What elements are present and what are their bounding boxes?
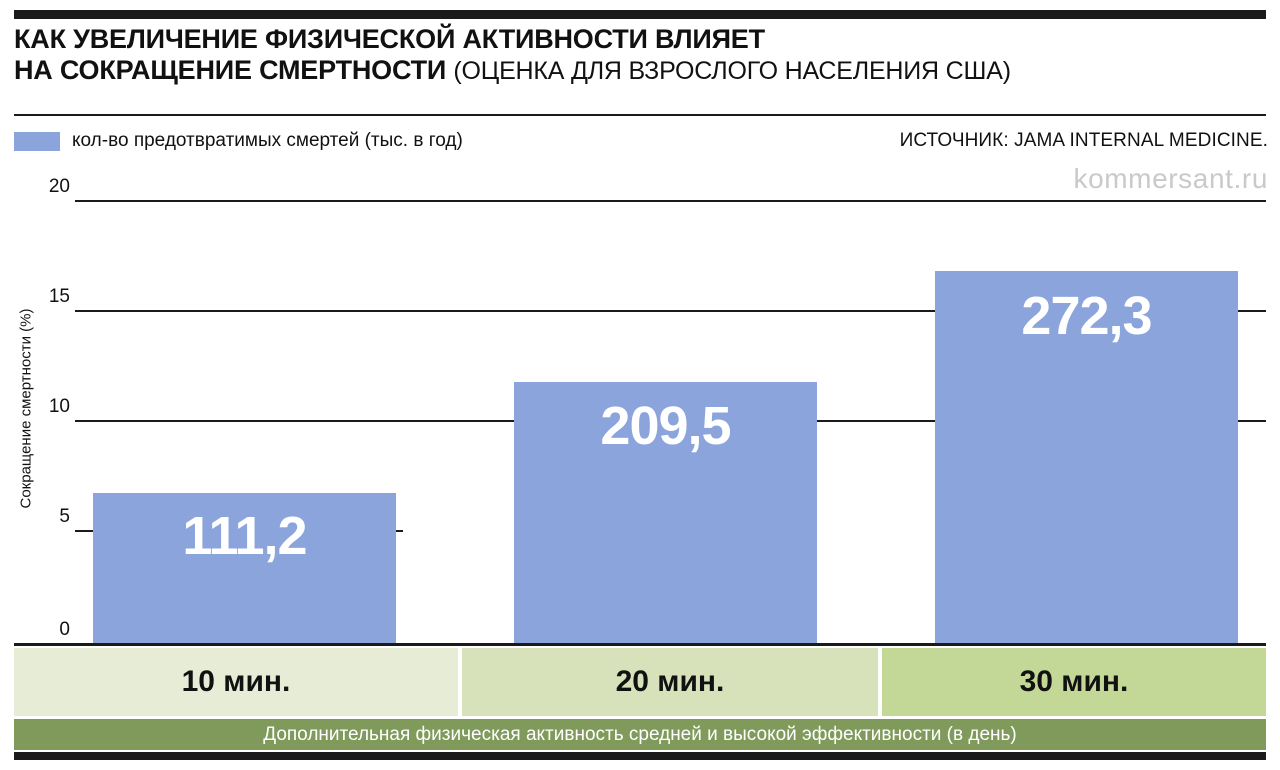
source-credit: ИСТОЧНИК: JAMA INTERNAL MEDICINE. [899, 130, 1268, 151]
bar-value-10-min: 111,2 [182, 506, 307, 566]
gridline-10 [75, 420, 1266, 422]
category-band-30-min[interactable]: 30 мин. [882, 648, 1266, 716]
top-divider-rule [14, 10, 1266, 19]
category-label-10-min: 10 мин. [181, 665, 291, 698]
bar-value-30-min: 272,3 [1021, 286, 1152, 346]
header-divider-rule [14, 114, 1266, 116]
title-line-2-subtitle: (ОЦЕНКА ДЛЯ ВЗРОСЛОГО НАСЕЛЕНИЯ США) [453, 57, 1011, 85]
y-tick-label-10: 10 [48, 396, 70, 417]
y-tick-label-0: 0 [59, 619, 70, 640]
legend-swatch-icon [14, 131, 60, 151]
bottom-divider-rule [14, 752, 1266, 760]
x-axis-baseline [14, 643, 1266, 646]
category-label-30-min: 30 мин. [1019, 665, 1129, 698]
x-axis-title-band: Дополнительная физическая активность сре… [14, 719, 1266, 750]
category-band-10-min[interactable]: 10 мин. [14, 648, 458, 716]
gridline-15 [75, 310, 1266, 312]
y-axis-title: Сокращение смертности (%) [17, 308, 35, 509]
chart-legend: кол-во предотвратимых смертей (тыс. в го… [14, 130, 463, 152]
title-line-2-strong: НА СОКРАЩЕНИЕ СМЕРТНОСТИ [14, 55, 447, 85]
gridline-20 [75, 200, 1266, 202]
bar-30-min[interactable] [935, 271, 1238, 643]
y-tick-label-20: 20 [48, 176, 70, 197]
gridline-5 [75, 530, 403, 532]
title-line-1: КАК УВЕЛИЧЕНИЕ ФИЗИЧЕСКОЙ АКТИВНОСТИ ВЛИ… [14, 24, 765, 54]
y-tick-label-15: 15 [48, 286, 70, 307]
bar-10-min[interactable] [93, 493, 396, 643]
x-axis-title: Дополнительная физическая активность сре… [263, 723, 1017, 745]
bar-value-20-min: 209,5 [600, 396, 731, 456]
category-band-20-min[interactable]: 20 мин. [462, 648, 878, 716]
page-title: КАК УВЕЛИЧЕНИЕ ФИЗИЧЕСКОЙ АКТИВНОСТИ ВЛИ… [14, 24, 1264, 87]
title-line-2: НА СОКРАЩЕНИЕ СМЕРТНОСТИ (ОЦЕНКА ДЛЯ ВЗР… [14, 55, 1264, 87]
watermark-kommersant: kommersant.ru [1073, 163, 1268, 194]
legend-label: кол-во предотвратимых смертей (тыс. в го… [72, 130, 463, 151]
bar-20-min[interactable] [514, 382, 817, 643]
y-tick-label-5: 5 [59, 506, 70, 527]
category-label-20-min: 20 мин. [615, 665, 725, 698]
